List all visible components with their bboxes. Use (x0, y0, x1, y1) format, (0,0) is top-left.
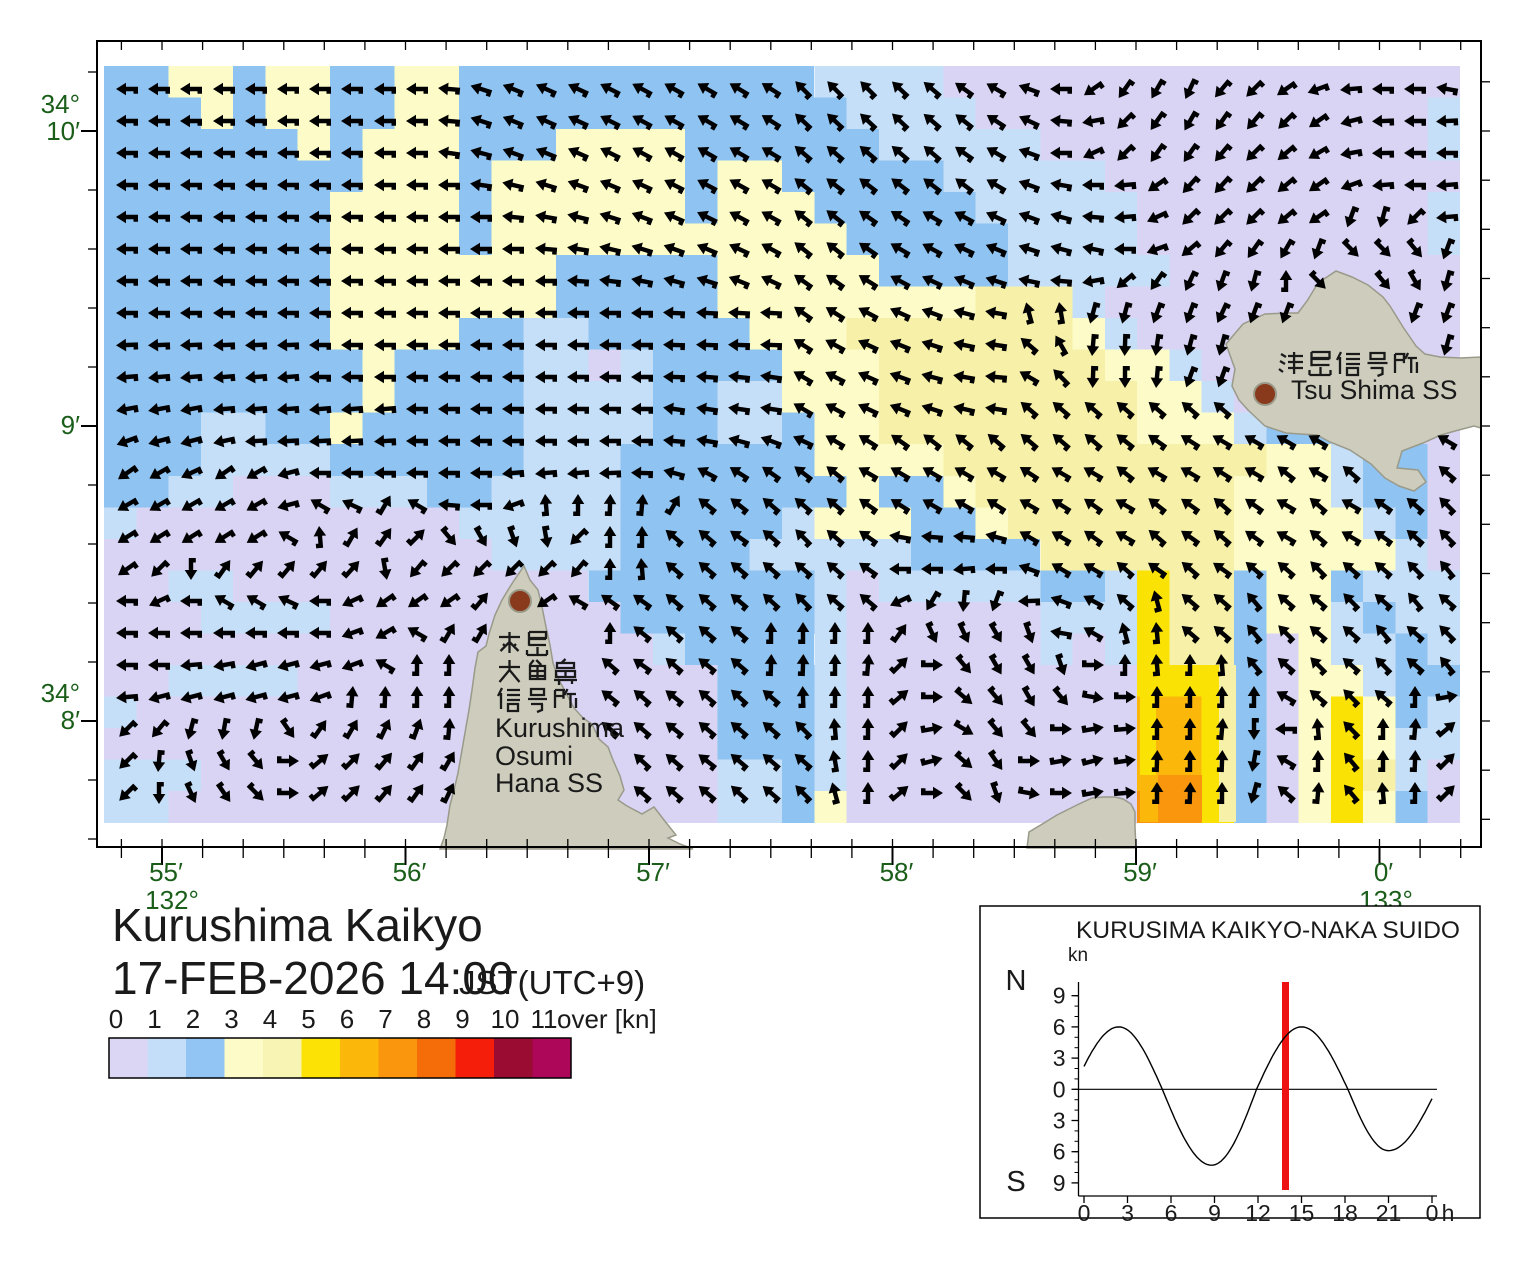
svg-text:3: 3 (1053, 1045, 1066, 1071)
svg-text:6: 6 (1053, 1014, 1066, 1040)
svg-text:S: S (1006, 1166, 1025, 1198)
svg-text:9: 9 (455, 1004, 469, 1034)
svg-text:JST(UTC+9): JST(UTC+9) (459, 964, 645, 1001)
svg-text:18: 18 (1332, 1200, 1358, 1226)
svg-text:34°: 34° (41, 89, 80, 119)
svg-text:9: 9 (1053, 983, 1066, 1009)
svg-text:0′: 0′ (1374, 857, 1393, 887)
svg-text:9: 9 (1208, 1200, 1221, 1226)
svg-text:8′: 8′ (61, 705, 80, 735)
svg-text:58′: 58′ (880, 857, 914, 887)
svg-text:Hana SS: Hana SS (495, 768, 603, 798)
svg-text:h: h (1442, 1200, 1455, 1226)
svg-text:2: 2 (186, 1004, 200, 1034)
svg-text:0: 0 (1053, 1076, 1066, 1102)
svg-text:59′: 59′ (1123, 857, 1157, 887)
svg-text:kn: kn (1068, 945, 1088, 966)
svg-text:0: 0 (1078, 1200, 1091, 1226)
svg-text:8: 8 (417, 1004, 431, 1034)
svg-text:5: 5 (301, 1004, 315, 1034)
svg-text:6: 6 (1165, 1200, 1178, 1226)
svg-text:57′: 57′ (636, 857, 670, 887)
svg-text:1: 1 (147, 1004, 161, 1034)
svg-text:55′: 55′ (149, 857, 183, 887)
svg-text:9′: 9′ (61, 410, 80, 440)
svg-text:3: 3 (224, 1004, 238, 1034)
svg-text:10′: 10′ (46, 116, 80, 146)
svg-text:over [kn]: over [kn] (557, 1004, 657, 1034)
svg-text:0: 0 (109, 1004, 123, 1034)
svg-text:3: 3 (1053, 1108, 1066, 1134)
svg-text:11: 11 (531, 1004, 558, 1034)
svg-text:12: 12 (1245, 1200, 1271, 1226)
svg-text:3: 3 (1121, 1200, 1134, 1226)
svg-text:Osumi: Osumi (495, 741, 573, 771)
svg-text:0: 0 (1426, 1200, 1439, 1226)
svg-text:17-FEB-2026 14:00: 17-FEB-2026 14:00 (112, 952, 514, 1004)
svg-text:10: 10 (491, 1004, 520, 1034)
svg-text:15: 15 (1289, 1200, 1315, 1226)
svg-text:34°: 34° (41, 678, 80, 708)
svg-text:56′: 56′ (393, 857, 427, 887)
svg-text:7: 7 (378, 1004, 392, 1034)
svg-text:21: 21 (1376, 1200, 1402, 1226)
svg-text:KURUSIMA KAIKYO-NAKA SUIDO: KURUSIMA KAIKYO-NAKA SUIDO (1076, 917, 1460, 944)
svg-text:6: 6 (340, 1004, 354, 1034)
svg-text:132°: 132° (145, 885, 199, 915)
svg-text:9: 9 (1053, 1170, 1066, 1196)
svg-text:N: N (1006, 965, 1027, 997)
svg-text:6: 6 (1053, 1139, 1066, 1165)
svg-text:4: 4 (263, 1004, 277, 1034)
svg-text:Kurushima: Kurushima (495, 713, 625, 743)
svg-text:Kurushima Kaikyo: Kurushima Kaikyo (112, 899, 483, 951)
svg-text:Tsu Shima SS: Tsu Shima SS (1291, 375, 1457, 405)
